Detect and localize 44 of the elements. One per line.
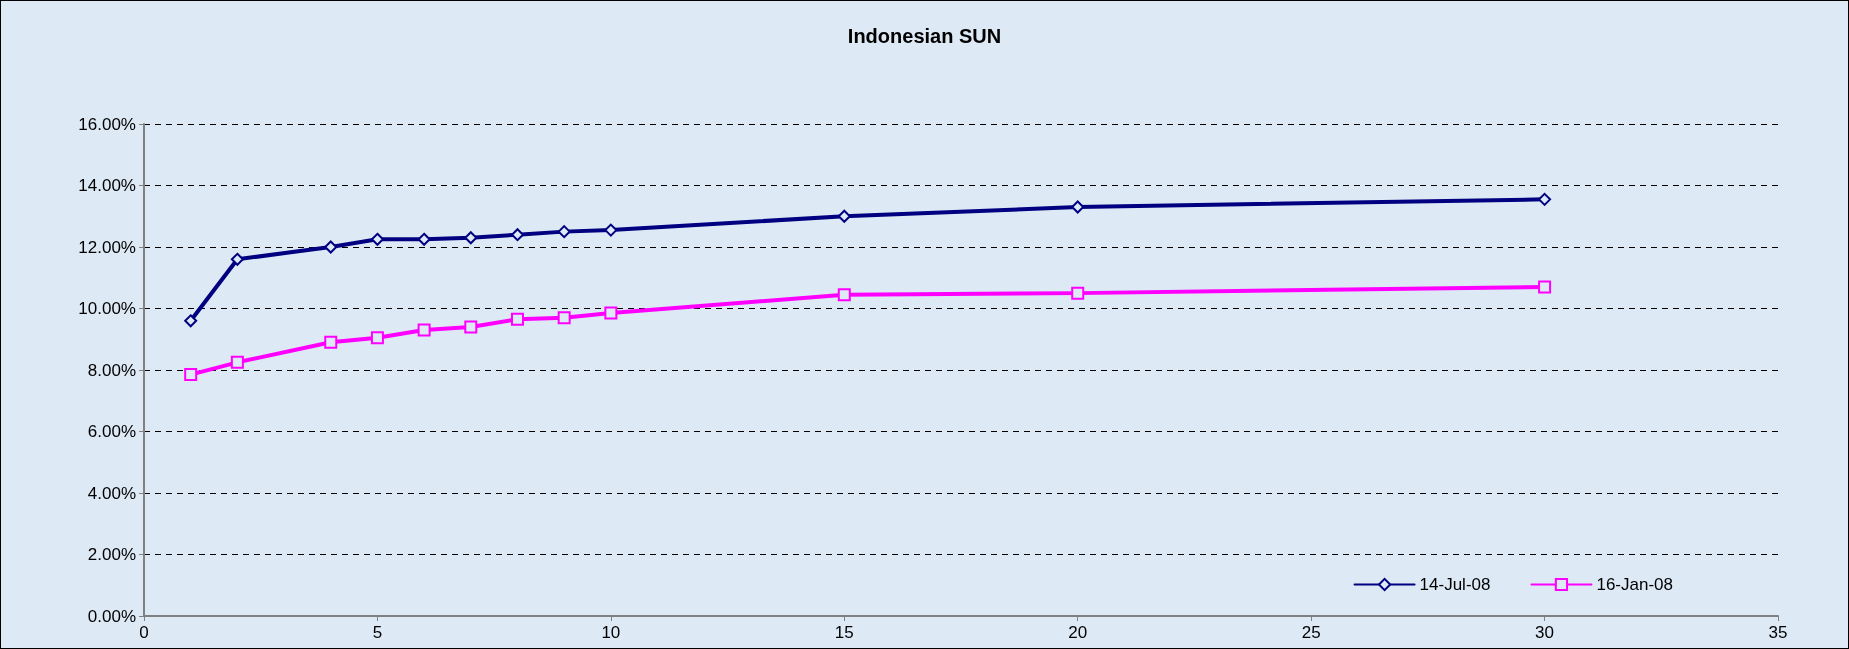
y-tick-label: 14.00%: [78, 176, 136, 195]
point: [370, 232, 384, 246]
point: [510, 228, 524, 242]
point: [417, 232, 431, 246]
point: [230, 355, 244, 369]
x-tick-label: 5: [372, 623, 383, 642]
y-tick-label: 8.00%: [87, 360, 136, 380]
chart-title: Indonesian SUN: [847, 25, 1002, 47]
point: [184, 314, 198, 328]
point: [604, 306, 618, 320]
x-tick-label: 20: [1068, 623, 1088, 642]
y-tick-label: 10.00%: [78, 299, 136, 318]
y-tick-label: 0.00%: [87, 606, 136, 626]
point: [370, 331, 384, 345]
point: [417, 323, 431, 337]
point: [464, 320, 478, 334]
y-tick-label: 4.00%: [87, 483, 136, 503]
y-tick-label: 12.00%: [78, 237, 136, 257]
point: [1538, 280, 1552, 294]
x-tick-label: 10: [601, 623, 621, 642]
point: [557, 311, 571, 325]
x-tick-label: 35: [1768, 623, 1788, 642]
point: [837, 209, 851, 223]
point: [837, 288, 851, 302]
point: [324, 240, 338, 254]
x-tick-label: 0: [139, 623, 149, 642]
point: [510, 312, 524, 326]
x-tick-label: 15: [834, 623, 854, 642]
point: [324, 335, 338, 349]
x-tick-label: 25: [1301, 623, 1321, 642]
point: [604, 223, 618, 237]
point: [557, 225, 571, 239]
legend-label: 16-Jan-08: [1596, 575, 1674, 594]
point: [184, 368, 198, 382]
y-tick-label: 6.00%: [87, 422, 136, 441]
point: [1071, 200, 1085, 214]
point: [1071, 286, 1085, 300]
point: [1538, 192, 1552, 206]
point: [230, 252, 244, 266]
y-tick-label: 2.00%: [87, 545, 136, 564]
y-tick-label: 16.00%: [78, 114, 136, 134]
legend-label: 14-Jul-08: [1419, 575, 1491, 594]
point: [464, 231, 478, 245]
x-tick-label: 30: [1535, 623, 1555, 642]
